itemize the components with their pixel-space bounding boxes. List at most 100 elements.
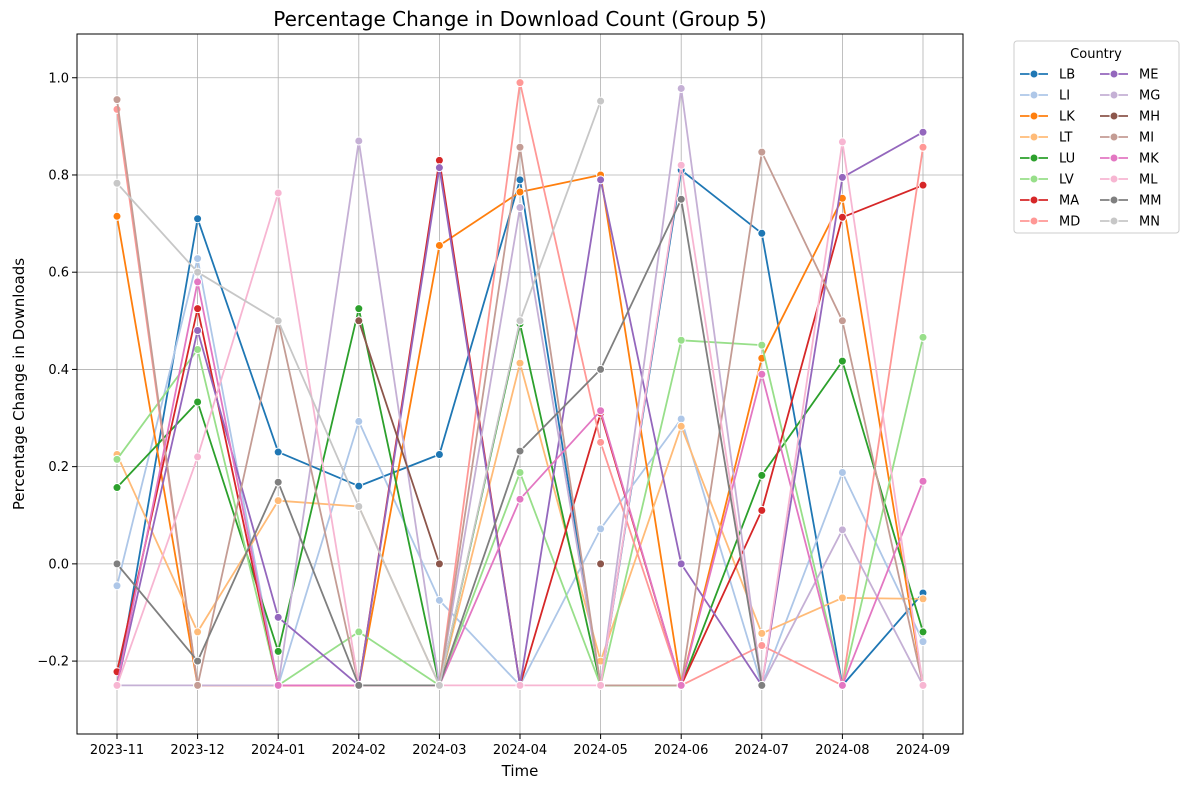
legend-label: LV [1059, 173, 1074, 188]
data-point [434, 163, 444, 173]
legend-marker [1029, 111, 1039, 121]
chart-title: Percentage Change in Download Count (Gro… [273, 7, 767, 31]
data-point [757, 340, 767, 350]
data-point [676, 194, 686, 204]
x-tick-label: 2023-11 [90, 743, 144, 758]
series-group [112, 78, 928, 690]
data-point [515, 494, 525, 504]
data-point [837, 593, 847, 603]
legend-label: LT [1059, 131, 1072, 146]
data-point [112, 95, 122, 105]
legend-item-mm: MM [1100, 194, 1161, 209]
x-tick-label: 2024-02 [332, 743, 386, 758]
legend-label: MM [1139, 194, 1161, 209]
legend-marker [1029, 174, 1039, 184]
x-tick-label: 2024-07 [735, 743, 789, 758]
data-point [434, 449, 444, 459]
data-point [112, 454, 122, 464]
data-point [757, 641, 767, 651]
series-line [357, 320, 441, 565]
legend-title: Country [1070, 47, 1122, 62]
data-point [354, 481, 364, 491]
data-point [273, 496, 283, 506]
data-point [757, 505, 767, 515]
legend-label: MA [1059, 194, 1079, 209]
legend-label: LB [1059, 68, 1075, 83]
data-point [354, 136, 364, 146]
data-point [273, 447, 283, 457]
legend-frame [1013, 40, 1180, 234]
data-point [193, 214, 203, 224]
data-point [596, 524, 606, 534]
data-point [434, 559, 444, 569]
legend-label: MD [1059, 215, 1080, 230]
legend-marker [1029, 216, 1039, 226]
legend-label: LU [1059, 152, 1075, 167]
data-point [837, 525, 847, 535]
legend-items: LB LI LK LT LU LV MA MD ME MG MH MI MK ML MM MN [1020, 68, 1161, 230]
data-point [515, 316, 525, 326]
data-point [434, 240, 444, 250]
data-point [193, 254, 203, 264]
data-point [596, 96, 606, 106]
legend-item-lb: LB [1020, 68, 1075, 83]
data-point [757, 680, 767, 690]
data-point [837, 356, 847, 366]
legend-item-me: ME [1100, 68, 1158, 83]
data-point [918, 180, 928, 190]
legend-marker [1029, 195, 1039, 205]
legend-label: MG [1139, 89, 1160, 104]
legend-item-lt: LT [1020, 131, 1072, 146]
legend-item-md: MD [1020, 215, 1080, 230]
legend-label: ML [1139, 173, 1158, 188]
legend-item-ma: MA [1020, 194, 1079, 209]
data-point [193, 656, 203, 666]
legend-item-lk: LK [1020, 110, 1075, 125]
data-point [676, 335, 686, 345]
data-point [676, 83, 686, 93]
data-point [515, 467, 525, 477]
data-point [354, 416, 364, 426]
data-point [837, 467, 847, 477]
data-point [112, 559, 122, 569]
legend-label: MN [1139, 215, 1160, 230]
y-tick-label: 0.0 [48, 557, 69, 572]
data-point [515, 358, 525, 368]
data-point [193, 326, 203, 336]
data-point [757, 369, 767, 379]
legend-marker [1109, 216, 1119, 226]
data-point [515, 78, 525, 88]
data-point [918, 142, 928, 152]
legend-marker [1109, 174, 1119, 184]
legend-item-li: LI [1020, 89, 1070, 104]
legend-item-lu: LU [1020, 152, 1075, 167]
data-point [273, 612, 283, 622]
legend-label: MI [1139, 131, 1154, 146]
legend-marker [1109, 195, 1119, 205]
data-point [515, 175, 525, 185]
x-tick-label: 2024-09 [896, 743, 950, 758]
legend-label: ME [1139, 68, 1158, 83]
data-point [112, 178, 122, 188]
data-point [837, 172, 847, 182]
series-mn [112, 96, 606, 690]
data-point [918, 594, 928, 604]
legend-marker [1029, 69, 1039, 79]
data-point [273, 680, 283, 690]
data-point [273, 316, 283, 326]
data-point [193, 397, 203, 407]
data-point [918, 332, 928, 342]
data-point [193, 277, 203, 287]
data-point [515, 187, 525, 197]
data-point [273, 188, 283, 198]
data-point [354, 680, 364, 690]
data-point [193, 267, 203, 277]
y-tick-label: 0.6 [48, 266, 69, 281]
data-point [434, 680, 444, 690]
y-tick-label: 0.4 [48, 363, 69, 378]
data-point [515, 203, 525, 213]
data-point [193, 304, 203, 314]
data-point [193, 452, 203, 462]
legend-item-ml: ML [1100, 173, 1158, 188]
